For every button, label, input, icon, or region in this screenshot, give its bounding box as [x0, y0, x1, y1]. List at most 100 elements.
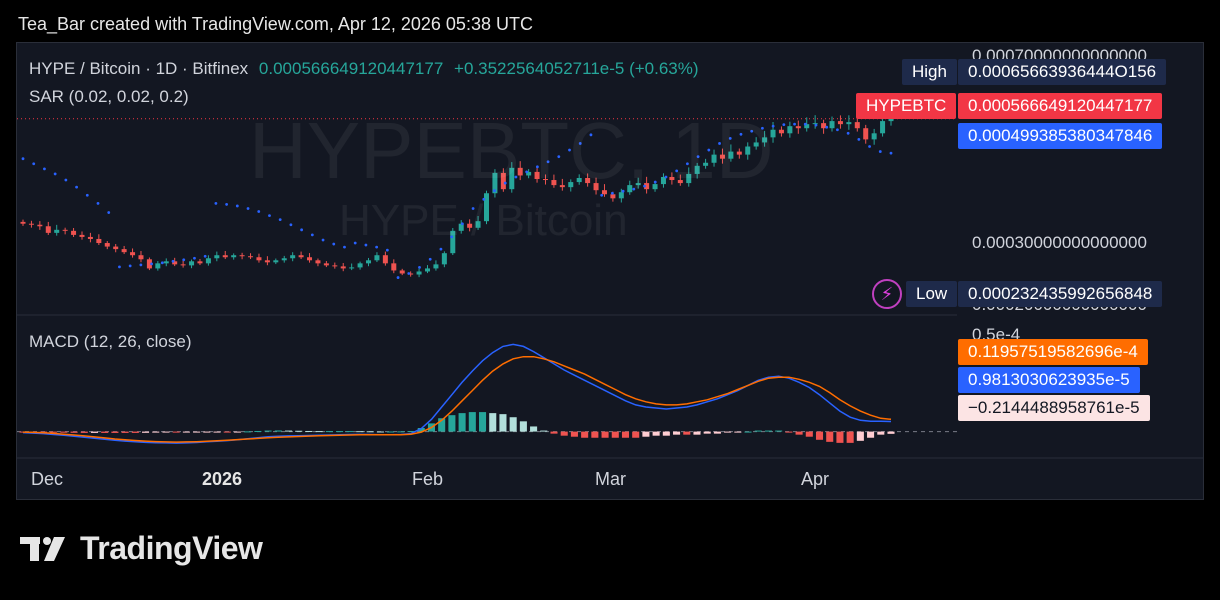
candle-body: [290, 255, 296, 259]
histogram-bar: [213, 431, 221, 433]
candle: [467, 219, 473, 232]
candle-body: [87, 236, 93, 239]
sar-dot: [450, 235, 454, 239]
candle: [483, 190, 489, 225]
candle: [441, 251, 447, 268]
candle: [492, 169, 498, 198]
histogram-bar: [846, 431, 854, 443]
candle: [332, 262, 338, 269]
candle: [374, 252, 380, 263]
candle-body: [340, 266, 346, 269]
candle-body: [433, 264, 439, 269]
sar-dot: [739, 132, 743, 136]
histogram-bar: [805, 431, 813, 437]
sar-dot: [782, 123, 786, 127]
candle-body: [264, 260, 270, 263]
lightning-icon[interactable]: ⚡: [872, 279, 902, 309]
sar-dot: [96, 202, 100, 205]
candle: [264, 256, 270, 266]
candle-body: [172, 261, 178, 265]
histogram-bar: [734, 431, 742, 433]
candle-body: [458, 223, 464, 231]
histogram-bar: [407, 431, 415, 433]
candle-body: [585, 178, 591, 184]
candle-body: [812, 123, 818, 125]
signal-value-tag: 0.11957519582696e-4: [958, 339, 1148, 365]
histogram-bar: [550, 431, 558, 434]
candle-body: [467, 223, 473, 228]
histogram-bar: [509, 417, 517, 432]
watermark-ticker: HYPEBTC, 1D: [249, 106, 774, 195]
histogram-bar: [621, 431, 630, 438]
candle-body: [307, 257, 313, 261]
sar-dot: [610, 191, 614, 195]
histogram-bar: [274, 430, 282, 432]
histogram-bar: [775, 430, 783, 432]
candle-body: [492, 172, 498, 194]
candle-body: [146, 259, 152, 269]
sar-dot: [128, 264, 132, 268]
histogram-bar: [90, 431, 99, 433]
candle: [281, 255, 287, 263]
candle: [189, 259, 195, 269]
sar-dot: [214, 202, 218, 205]
sar-dot: [878, 150, 882, 153]
sar-dot: [43, 167, 46, 171]
sar-dot: [193, 256, 196, 260]
tradingview-brand[interactable]: TradingView: [20, 530, 263, 567]
histogram-bar: [570, 431, 578, 437]
chart-canvas[interactable]: [17, 43, 1204, 500]
candle-body: [475, 221, 481, 228]
sar-legend[interactable]: SAR (0.02, 0.02, 0.2): [29, 87, 189, 106]
macd-legend[interactable]: MACD (12, 26, close): [29, 332, 192, 351]
candle-body: [500, 172, 506, 190]
candle: [290, 252, 296, 262]
sar-dot: [107, 211, 111, 214]
candle-body: [593, 183, 599, 191]
histogram-bar: [744, 431, 752, 433]
sar-dot: [803, 122, 807, 126]
histogram-bar: [530, 426, 538, 432]
candle: [846, 115, 852, 130]
candle-body: [660, 176, 666, 185]
histogram-bar: [203, 431, 211, 433]
candle-body: [155, 263, 161, 269]
sar-dot: [182, 258, 186, 262]
candle-body: [37, 224, 43, 227]
sar-dot: [118, 265, 121, 269]
watermark-name: HYPE / Bitcoin: [339, 196, 628, 245]
low-value-tag: 0.000232435992656848: [958, 281, 1163, 307]
sar-dot: [503, 181, 507, 185]
histogram-bar: [754, 430, 762, 432]
histogram-bar: [111, 431, 119, 433]
candle: [795, 120, 801, 134]
candle-body: [863, 128, 869, 140]
candle-series: [20, 111, 894, 278]
candle: [205, 255, 211, 266]
sar-dot: [493, 189, 496, 193]
chart-frame[interactable]: HYPEBTC, 1D HYPE / Bitcoin HYPE / Bitcoi…: [16, 42, 1204, 500]
candle-body: [382, 255, 388, 264]
symbol-legend[interactable]: HYPE / Bitcoin · 1D · Bitfinex 0.0005666…: [29, 59, 699, 79]
candle-body: [189, 261, 195, 266]
sar-dot: [268, 214, 271, 217]
candle-body: [441, 253, 447, 265]
candle: [340, 263, 346, 272]
candle-body: [652, 184, 658, 190]
candle-body: [753, 142, 759, 147]
candle: [222, 250, 228, 260]
candle: [694, 162, 700, 179]
candle-body: [323, 263, 329, 266]
candle: [180, 260, 186, 268]
histogram-bar: [601, 431, 609, 438]
legend-price: 0.000566649120447177: [258, 59, 444, 78]
candle-body: [635, 183, 641, 186]
histogram-bar: [101, 431, 109, 433]
histogram-bar: [836, 431, 844, 443]
histogram-bar: [826, 431, 834, 442]
sar-dot: [150, 262, 153, 266]
histogram-bar: [233, 431, 241, 433]
sar-dot: [761, 126, 764, 130]
candle: [146, 257, 152, 271]
candle-body: [728, 151, 734, 159]
